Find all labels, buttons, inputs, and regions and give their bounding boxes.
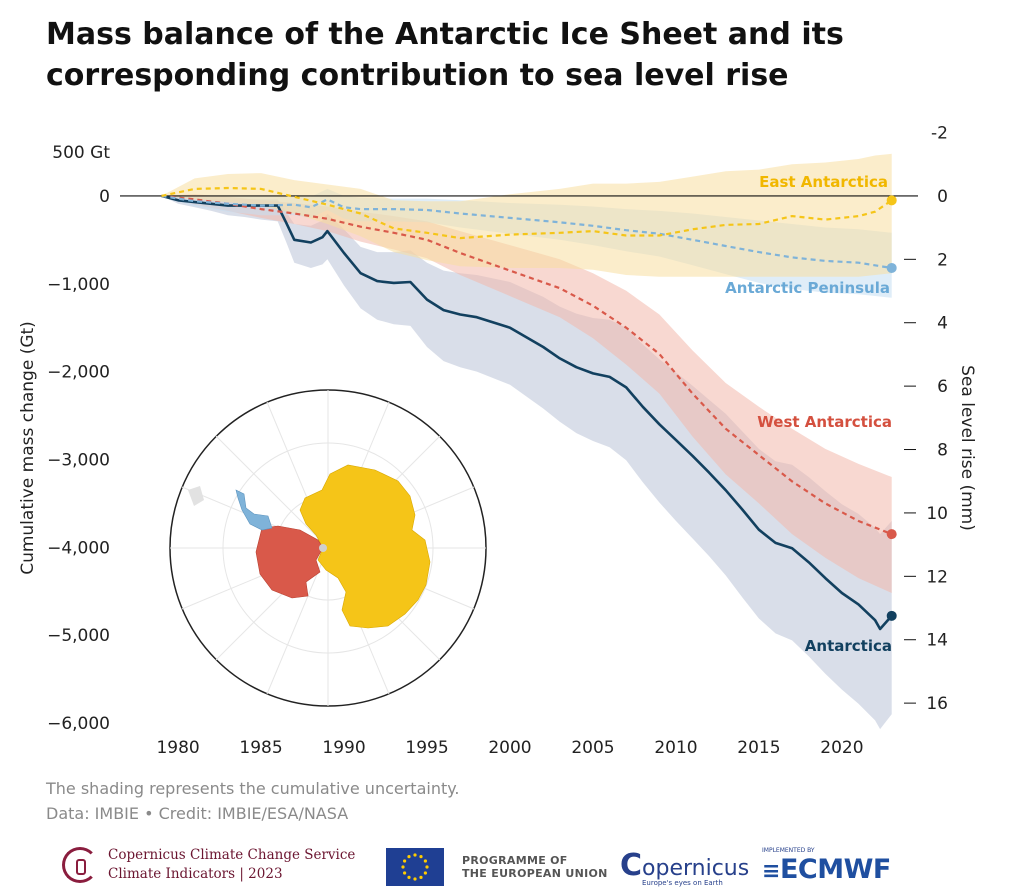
label-east-antarctica: East Antarctica bbox=[759, 173, 888, 191]
x-tick-label: 2005 bbox=[571, 738, 614, 758]
x-tick-label: 1990 bbox=[322, 738, 365, 758]
y2-tick-label: -2 bbox=[931, 124, 948, 144]
eu-programme-text: PROGRAMME OF THE EUROPEAN UNION bbox=[462, 854, 608, 880]
endpoint-west-antarctica bbox=[886, 529, 897, 540]
south-pole-marker bbox=[319, 544, 327, 552]
eu-star bbox=[423, 859, 427, 863]
label-antarctica: Antarctica bbox=[805, 637, 892, 655]
caption-credit: Data: IMBIE • Credit: IMBIE/ESA/NASA bbox=[46, 804, 349, 823]
c3s-name: Copernicus Climate Change Service bbox=[108, 847, 356, 863]
eu-star bbox=[419, 875, 423, 879]
copernicus-logo: Copernicus Europe's eyes on Earth bbox=[620, 848, 750, 887]
ecmwf-wordmark: ECMWF bbox=[779, 854, 891, 885]
c3s-subtitle: Climate Indicators | 2023 bbox=[108, 866, 283, 882]
line-antarctic-peninsula bbox=[161, 194, 892, 270]
series-lines bbox=[161, 186, 893, 631]
x-tick-label: 1980 bbox=[156, 738, 199, 758]
x-tick-label: 2020 bbox=[820, 738, 863, 758]
eu-star bbox=[407, 855, 411, 859]
ecmwf-logo: ≡ECMWF bbox=[762, 854, 891, 885]
chart-title-line1: Mass balance of the Antarctic Ice Sheet … bbox=[46, 17, 844, 52]
eu-flag-icon bbox=[386, 848, 444, 886]
footer-logos: Copernicus Climate Change Service Climat… bbox=[0, 838, 1024, 894]
east-antarctica-region bbox=[299, 464, 431, 629]
antarctica-inset-map bbox=[169, 389, 487, 707]
y-axis-right-title: Sea level rise (mm) bbox=[957, 365, 977, 531]
y-tick-label: −3,000 bbox=[47, 450, 110, 470]
label-antarctic-peninsula: Antarctic Peninsula bbox=[725, 279, 890, 297]
y-tick-label: 0 bbox=[99, 187, 110, 207]
y-tick-label: −4,000 bbox=[47, 538, 110, 558]
eu-line2: THE EUROPEAN UNION bbox=[462, 867, 608, 880]
band-west-antarctica bbox=[161, 194, 892, 593]
x-tick-label: 2015 bbox=[737, 738, 780, 758]
y2-tick-label: 8 bbox=[937, 441, 948, 461]
line-west-antarctica bbox=[161, 194, 893, 536]
chart-title-line2: corresponding contribution to sea level … bbox=[46, 58, 789, 93]
y2-tick-label: 10 bbox=[926, 504, 948, 524]
y2-tick-label: 12 bbox=[926, 567, 948, 587]
caption-uncertainty-note: The shading represents the cumulative un… bbox=[46, 779, 460, 798]
eu-star bbox=[403, 859, 407, 863]
line-east-antarctica bbox=[161, 186, 893, 240]
eu-star bbox=[419, 855, 423, 859]
y-axis-left: 500 Gt 0 −1,000 −2,000 −3,000 −4,000 −5,000 −6,… bbox=[47, 143, 110, 734]
y-tick-label: −6,000 bbox=[47, 714, 110, 734]
c3s-logo: Copernicus Climate Change Service Climat… bbox=[62, 846, 355, 884]
series-endpoints bbox=[886, 195, 897, 621]
chart-caption: The shading represents the cumulative un… bbox=[46, 776, 460, 826]
y2-tick-label: 6 bbox=[937, 377, 948, 397]
y-tick-label: −5,000 bbox=[47, 626, 110, 646]
eu-star bbox=[423, 871, 427, 875]
y-tick-label: −1,000 bbox=[47, 275, 110, 295]
eu-star bbox=[425, 865, 429, 869]
eu-line1: PROGRAMME OF bbox=[462, 854, 568, 867]
x-tick-label: 1985 bbox=[239, 738, 282, 758]
band-east-antarctica bbox=[161, 153, 892, 277]
copernicus-wordmark: opernicus bbox=[642, 856, 750, 881]
c3s-logo-text: Copernicus Climate Change Service Climat… bbox=[108, 846, 355, 884]
line-antarctica bbox=[161, 194, 893, 631]
y2-tick-label: 4 bbox=[937, 314, 948, 334]
y-tick-label: 500 Gt bbox=[52, 143, 110, 163]
y-axis-left-title: Cumulative mass change (Gt) bbox=[18, 321, 38, 575]
label-west-antarctica: West Antarctica bbox=[757, 413, 892, 431]
y2-tick-label: 14 bbox=[926, 631, 948, 651]
endpoint-east-antarctica bbox=[886, 195, 897, 206]
x-tick-label: 1995 bbox=[405, 738, 448, 758]
y2-tick-label: 0 bbox=[937, 187, 948, 207]
y2-tick-label: 16 bbox=[926, 694, 948, 714]
ecmwf-implemented-by: IMPLEMENTED BY bbox=[762, 847, 815, 854]
endpoint-antarctica bbox=[886, 610, 897, 621]
eu-star bbox=[407, 875, 411, 879]
mass-balance-chart: 500 Gt 0 −1,000 −2,000 −3,000 −4,000 −5,000 −6,… bbox=[18, 124, 977, 758]
y2-tick-label: 2 bbox=[937, 250, 948, 270]
y-axis-right: -2 0 2 4 6 8 10 12 14 16 bbox=[900, 124, 948, 714]
south-america-tip bbox=[188, 486, 204, 506]
x-tick-label: 2000 bbox=[488, 738, 531, 758]
copernicus-tagline: Europe's eyes on Earth bbox=[642, 879, 723, 887]
eu-star bbox=[413, 877, 417, 881]
c3s-thermometer-icon bbox=[62, 847, 98, 883]
eu-star bbox=[413, 853, 417, 857]
antarctic-peninsula-region bbox=[235, 489, 273, 531]
x-axis: 1980 1985 1990 1995 2000 2005 2010 2015 2020 bbox=[156, 738, 863, 758]
eu-star bbox=[403, 871, 407, 875]
uncertainty-bands bbox=[161, 153, 892, 730]
eu-star bbox=[401, 865, 405, 869]
west-antarctica-region bbox=[255, 525, 324, 599]
endpoint-antarctic-peninsula bbox=[886, 262, 897, 273]
chart-title: Mass balance of the Antarctic Ice Sheet … bbox=[46, 14, 946, 96]
y-tick-label: −2,000 bbox=[47, 363, 110, 383]
x-tick-label: 2010 bbox=[654, 738, 697, 758]
